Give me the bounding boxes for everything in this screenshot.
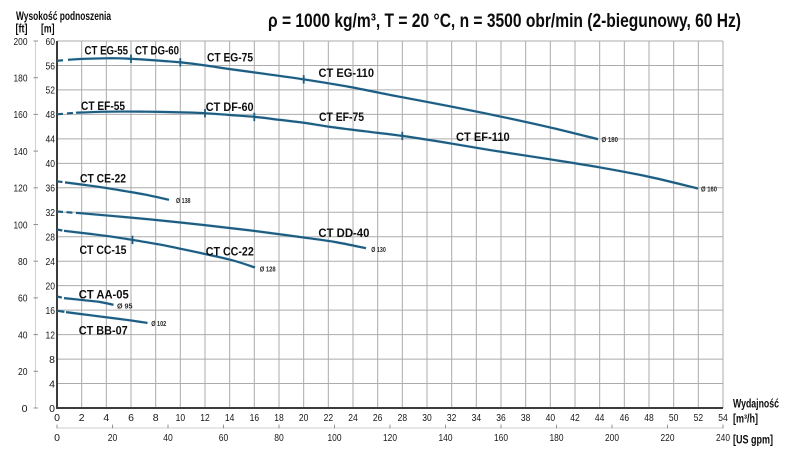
svg-text:46: 46 bbox=[620, 412, 630, 424]
svg-text:56: 56 bbox=[46, 60, 56, 72]
svg-text:4: 4 bbox=[103, 412, 109, 424]
svg-text:48: 48 bbox=[46, 109, 56, 121]
svg-text:12: 12 bbox=[46, 329, 56, 341]
svg-text:24: 24 bbox=[348, 412, 358, 424]
svg-text:220: 220 bbox=[661, 432, 675, 444]
svg-text:32: 32 bbox=[46, 207, 56, 219]
svg-text:22: 22 bbox=[324, 412, 334, 424]
svg-text:100: 100 bbox=[14, 219, 28, 231]
svg-text:32: 32 bbox=[447, 412, 457, 424]
svg-text:54: 54 bbox=[718, 412, 728, 424]
svg-text:[m]: [m] bbox=[41, 24, 55, 36]
svg-text:CT EG-75: CT EG-75 bbox=[207, 53, 254, 65]
svg-text:24: 24 bbox=[46, 256, 56, 268]
svg-text:0: 0 bbox=[49, 403, 55, 415]
svg-text:40: 40 bbox=[18, 329, 28, 341]
svg-text:CT EG-55: CT EG-55 bbox=[85, 45, 129, 57]
svg-text:52: 52 bbox=[46, 85, 56, 97]
svg-text:50: 50 bbox=[669, 412, 679, 424]
svg-text:100: 100 bbox=[328, 432, 342, 444]
svg-text:140: 140 bbox=[14, 146, 28, 158]
svg-text:120: 120 bbox=[14, 183, 28, 195]
svg-text:0: 0 bbox=[54, 432, 60, 444]
svg-text:Ø 138: Ø 138 bbox=[176, 196, 191, 205]
svg-text:60: 60 bbox=[219, 432, 229, 444]
svg-text:CT CC-22: CT CC-22 bbox=[206, 247, 254, 259]
svg-text:[US gpm]: [US gpm] bbox=[733, 435, 773, 447]
svg-text:0: 0 bbox=[22, 403, 28, 415]
svg-text:20: 20 bbox=[108, 432, 118, 444]
svg-text:40: 40 bbox=[46, 158, 56, 170]
svg-text:16: 16 bbox=[250, 412, 260, 424]
svg-text:160: 160 bbox=[494, 432, 508, 444]
svg-text:200: 200 bbox=[605, 432, 619, 444]
svg-text:36: 36 bbox=[46, 183, 56, 195]
svg-text:6: 6 bbox=[128, 412, 134, 424]
svg-text:60: 60 bbox=[18, 293, 28, 305]
svg-text:42: 42 bbox=[570, 412, 580, 424]
svg-text:44: 44 bbox=[46, 134, 56, 146]
svg-text:Ø 130: Ø 130 bbox=[371, 245, 386, 254]
svg-text:Ø 128: Ø 128 bbox=[260, 265, 276, 274]
svg-text:20: 20 bbox=[46, 280, 56, 292]
svg-text:80: 80 bbox=[274, 432, 284, 444]
svg-text:8: 8 bbox=[49, 354, 55, 366]
svg-text:CT EF-55: CT EF-55 bbox=[81, 101, 126, 113]
svg-text:CT CE-22: CT CE-22 bbox=[80, 174, 126, 186]
svg-text:Wysokość podnoszenia: Wysokość podnoszenia bbox=[16, 11, 111, 23]
svg-text:16: 16 bbox=[46, 305, 56, 317]
svg-text:26: 26 bbox=[373, 412, 383, 424]
svg-text:60: 60 bbox=[46, 36, 56, 48]
svg-text:200: 200 bbox=[14, 36, 28, 48]
svg-text:Ø 102: Ø 102 bbox=[151, 319, 166, 328]
svg-text:4: 4 bbox=[49, 378, 55, 390]
svg-text:[ft]: [ft] bbox=[16, 24, 28, 36]
svg-text:CT DD-40: CT DD-40 bbox=[318, 228, 369, 240]
svg-text:Ø 95: Ø 95 bbox=[117, 302, 133, 311]
svg-text:12: 12 bbox=[200, 412, 210, 424]
svg-text:40: 40 bbox=[163, 432, 173, 444]
svg-text:[m³/h]: [m³/h] bbox=[733, 414, 758, 426]
svg-text:CT CC-15: CT CC-15 bbox=[80, 245, 128, 257]
svg-text:0: 0 bbox=[54, 412, 60, 424]
svg-text:80: 80 bbox=[18, 256, 28, 268]
svg-text:8: 8 bbox=[153, 412, 159, 424]
svg-text:28: 28 bbox=[46, 232, 56, 244]
svg-text:2: 2 bbox=[79, 412, 85, 424]
svg-text:CT EG-110: CT EG-110 bbox=[319, 68, 375, 80]
svg-text:160: 160 bbox=[14, 109, 28, 121]
svg-text:CT EF-75: CT EF-75 bbox=[319, 112, 365, 124]
svg-text:18: 18 bbox=[274, 412, 284, 424]
svg-text:52: 52 bbox=[694, 412, 704, 424]
svg-text:240: 240 bbox=[716, 432, 730, 444]
svg-text:28: 28 bbox=[398, 412, 408, 424]
svg-text:CT AA-05: CT AA-05 bbox=[79, 290, 130, 302]
svg-text:Wydajność: Wydajność bbox=[733, 399, 779, 411]
svg-text:CT DF-60: CT DF-60 bbox=[206, 102, 254, 114]
svg-text:40: 40 bbox=[546, 412, 556, 424]
svg-text:10: 10 bbox=[176, 412, 186, 424]
svg-text:180: 180 bbox=[14, 73, 28, 85]
svg-text:Ø 180: Ø 180 bbox=[602, 135, 619, 144]
svg-text:CT EF-110: CT EF-110 bbox=[456, 132, 510, 144]
svg-text:48: 48 bbox=[644, 412, 654, 424]
svg-text:38: 38 bbox=[521, 412, 531, 424]
svg-text:44: 44 bbox=[595, 412, 605, 424]
svg-text:20: 20 bbox=[18, 366, 28, 378]
svg-text:CT BB-07: CT BB-07 bbox=[79, 326, 128, 338]
svg-text:CT DG-60: CT DG-60 bbox=[135, 45, 179, 57]
svg-text:14: 14 bbox=[225, 412, 235, 424]
svg-text:20: 20 bbox=[299, 412, 309, 424]
svg-text:120: 120 bbox=[383, 432, 397, 444]
svg-text:180: 180 bbox=[550, 432, 564, 444]
svg-text:Ø 160: Ø 160 bbox=[701, 185, 717, 194]
svg-text:34: 34 bbox=[472, 412, 482, 424]
svg-text:36: 36 bbox=[496, 412, 506, 424]
svg-text:140: 140 bbox=[439, 432, 453, 444]
svg-text:30: 30 bbox=[422, 412, 432, 424]
svg-text:ρ = 1000 kg/m³, T = 20 °C, n =: ρ = 1000 kg/m³, T = 20 °C, n = 3500 obr/… bbox=[268, 11, 741, 32]
